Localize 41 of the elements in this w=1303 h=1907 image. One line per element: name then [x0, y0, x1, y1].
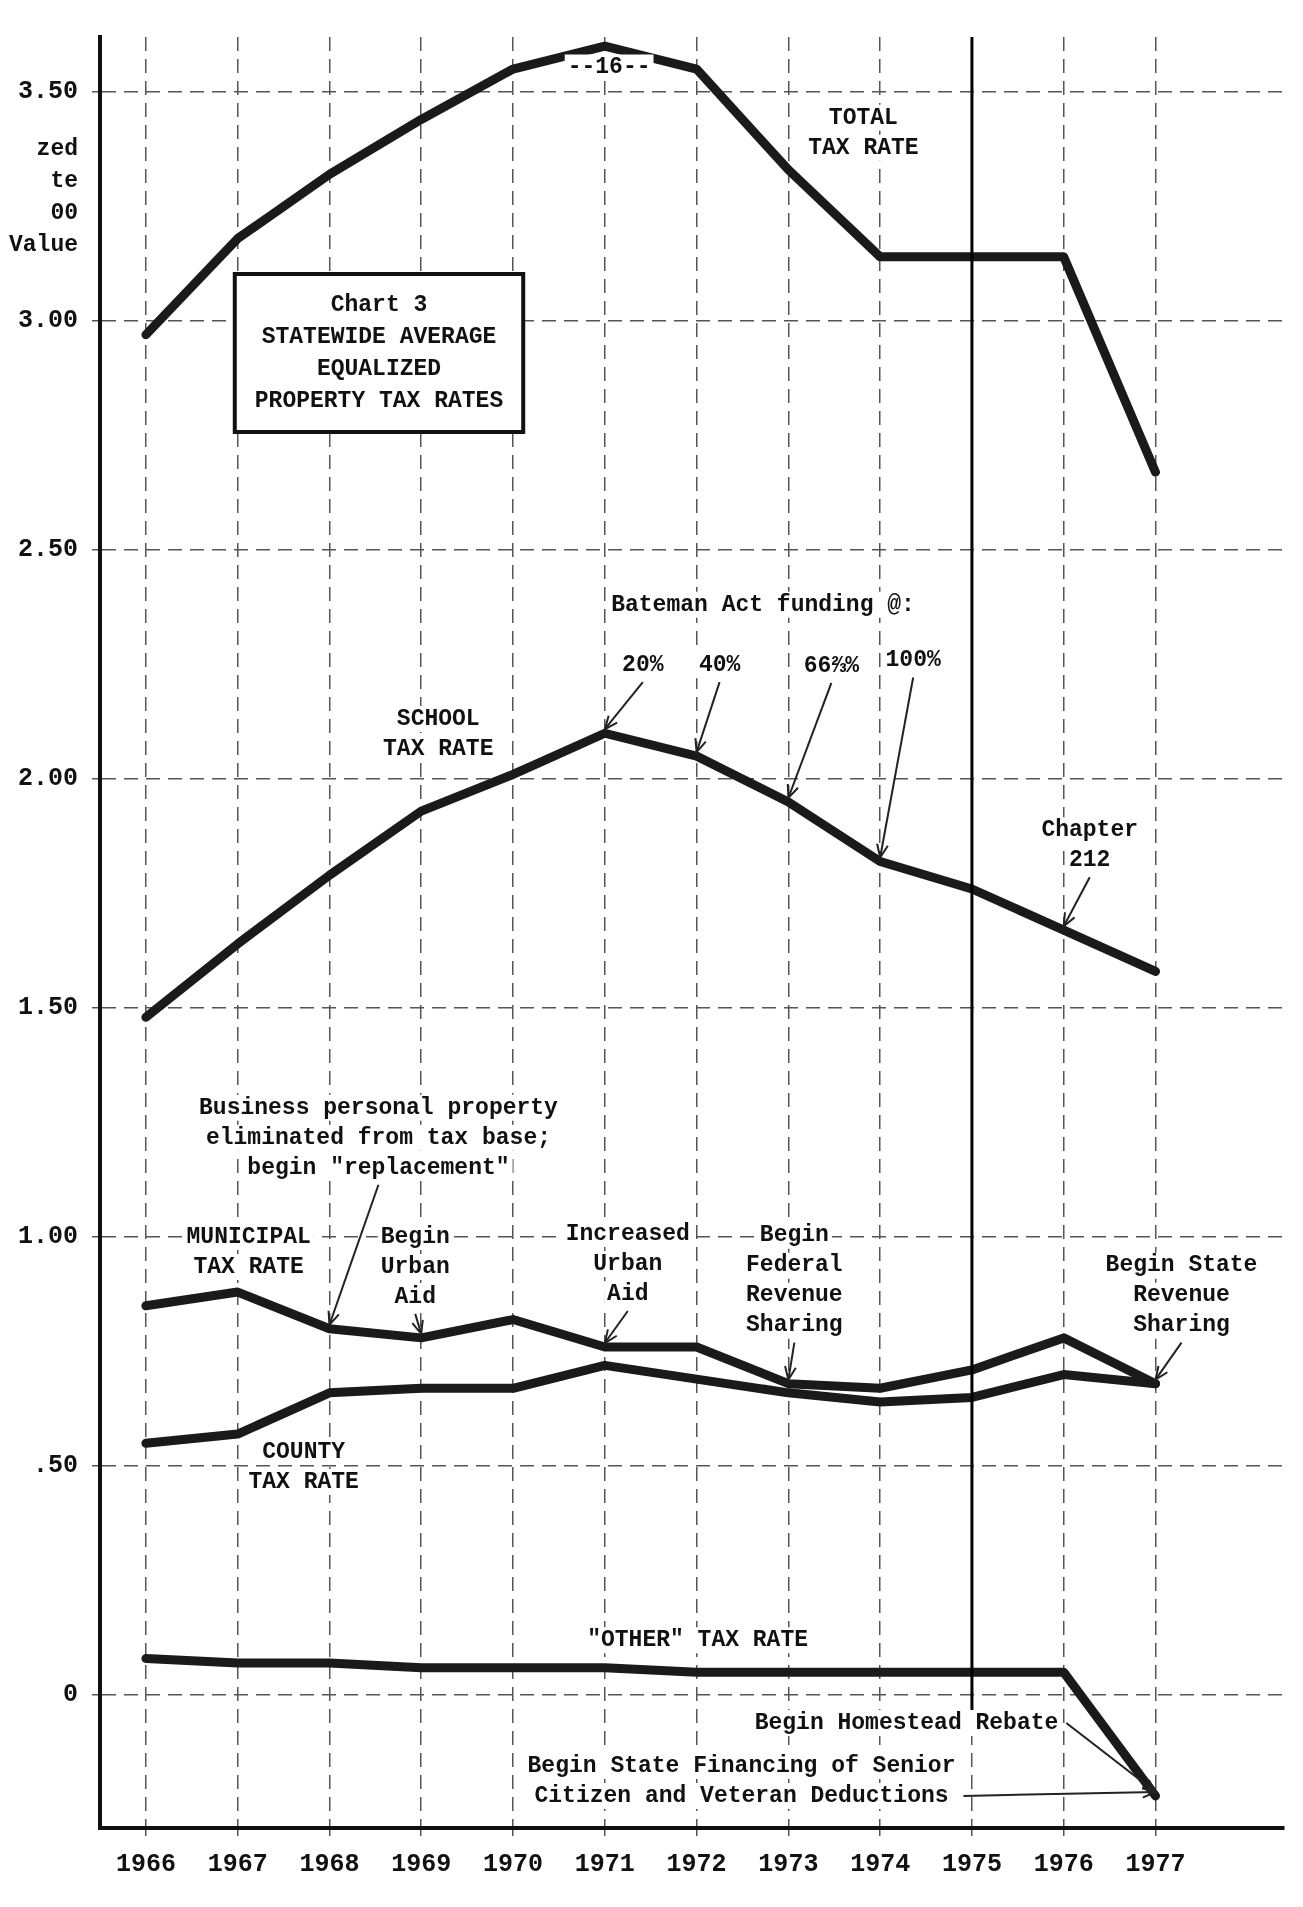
x-tick-label: 1977 — [1125, 1850, 1186, 1880]
series-label: TOTAL TAX RATE — [808, 104, 919, 161]
annotation: Begin State Revenue Sharing — [1105, 1252, 1258, 1339]
series-label: COUNTY TAX RATE — [248, 1438, 359, 1495]
y-axis-title: zed te 00 Value — [8, 135, 78, 258]
y-tick-label: 1.50 — [17, 993, 78, 1023]
y-tick-label: 1.00 — [17, 1222, 78, 1252]
y-tick-label: 0 — [62, 1680, 78, 1710]
x-tick-label: 1969 — [391, 1850, 452, 1880]
annotation: Begin Homestead Rebate — [754, 1709, 1059, 1736]
x-tick-label: 1966 — [115, 1850, 176, 1880]
series-label: SCHOOL TAX RATE — [383, 705, 494, 762]
x-tick-label: 1973 — [758, 1850, 819, 1880]
text: Chart 3 STATEWIDE AVERAGE EQUALIZED PROPERTY TAX RATES — [254, 291, 504, 414]
x-tick-label: 1972 — [666, 1850, 727, 1880]
x-tick-label: 1968 — [299, 1850, 360, 1880]
annotation: Bateman Act funding @: — [611, 591, 915, 618]
y-tick-label: 3.00 — [17, 306, 78, 336]
x-tick-label: 1971 — [574, 1850, 635, 1880]
annotation: Increased Urban Aid — [565, 1220, 690, 1307]
annotation: Begin State Financing of Senior Citizen and Veteran Deductions — [527, 1752, 956, 1809]
series-label: MUNICIPAL TAX RATE — [186, 1223, 311, 1280]
x-tick-label: 1976 — [1033, 1850, 1094, 1880]
y-tick-label: 3.50 — [17, 77, 78, 107]
x-tick-label: 1975 — [941, 1850, 1002, 1880]
annotation: 66⅔% — [803, 652, 860, 679]
y-tick-label: 2.50 — [17, 535, 78, 565]
annotation: 20% — [622, 652, 664, 679]
y-tick-label: .50 — [32, 1451, 78, 1481]
annotation: 100% — [885, 647, 941, 674]
annotation: 40% — [698, 651, 741, 678]
y-tick-label: 2.00 — [17, 764, 78, 794]
annotation: Begin Federal Revenue Sharing — [746, 1222, 843, 1339]
annotation: --16-- — [567, 54, 651, 81]
x-tick-label: 1970 — [483, 1850, 544, 1880]
annotation: Chapter 212 — [1041, 817, 1139, 874]
annotation: Business personal property eliminated from tax base; begin "replacement" — [199, 1094, 559, 1181]
x-tick-label: 1974 — [850, 1850, 911, 1880]
x-tick-label: 1967 — [207, 1850, 268, 1880]
series-label: "OTHER" TAX RATE — [587, 1627, 809, 1654]
annotation: Begin Urban Aid — [380, 1223, 450, 1310]
